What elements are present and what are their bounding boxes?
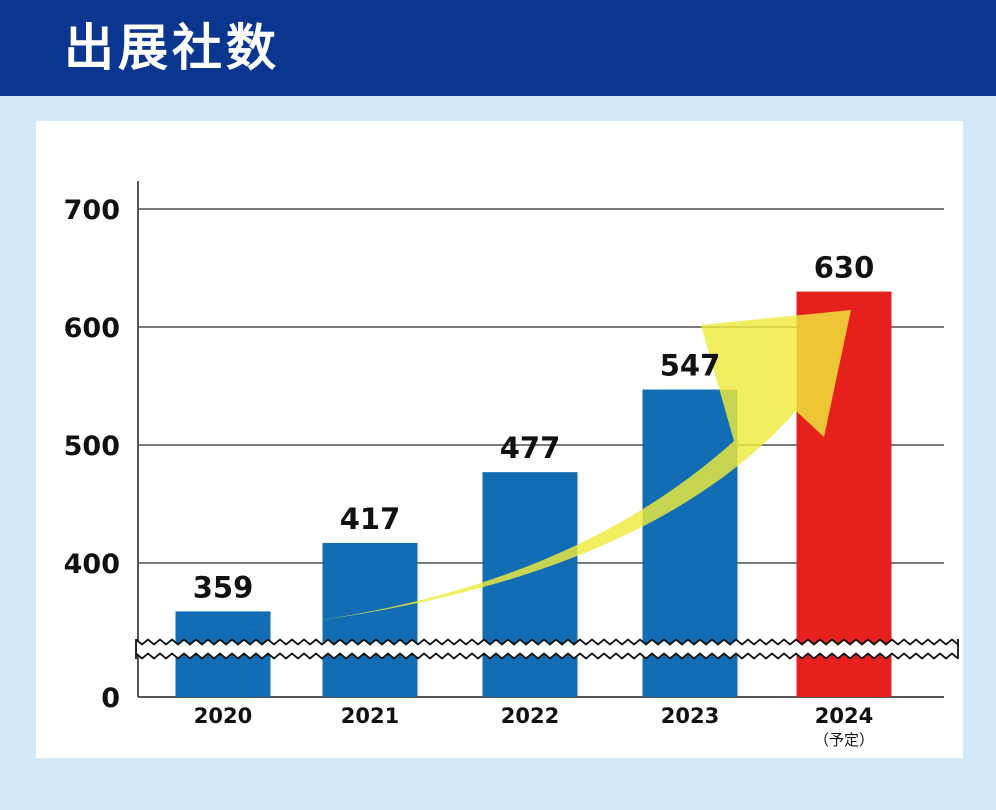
x-tick-label: 2020 xyxy=(194,704,252,728)
x-tick-label: 2023 xyxy=(661,704,719,728)
page-title: 出展社数 xyxy=(64,19,280,77)
axis-break-line xyxy=(135,638,959,646)
data-label: 359 xyxy=(193,570,254,604)
x-tick-label: 2021 xyxy=(341,704,399,728)
y-tick-label: 600 xyxy=(64,313,120,344)
data-label: 630 xyxy=(814,251,875,285)
data-label: 477 xyxy=(500,431,561,465)
axis-break-line xyxy=(135,652,959,660)
bar-chart: 0 400 500 600 700 359 417 477 547 630 2020 2021 2022… xyxy=(64,181,959,749)
data-label: 547 xyxy=(660,349,721,383)
data-label: 417 xyxy=(340,502,401,536)
bar-2022 xyxy=(482,472,578,697)
y-tick-label: 400 xyxy=(64,549,120,580)
bar-2021 xyxy=(322,542,418,697)
x-tick-note: （予定） xyxy=(814,731,874,749)
y-tick-label: 0 xyxy=(101,683,120,714)
x-tick-label: 2024 xyxy=(815,704,873,728)
chart-panel: 0 400 500 600 700 359 417 477 547 630 2020 2021 2022… xyxy=(36,121,963,758)
header-bar: 出展社数 xyxy=(0,0,996,96)
trend-arrow xyxy=(246,310,851,629)
x-tick-label: 2022 xyxy=(501,704,559,728)
y-tick-label: 700 xyxy=(64,195,120,226)
y-tick-label: 500 xyxy=(64,431,120,462)
